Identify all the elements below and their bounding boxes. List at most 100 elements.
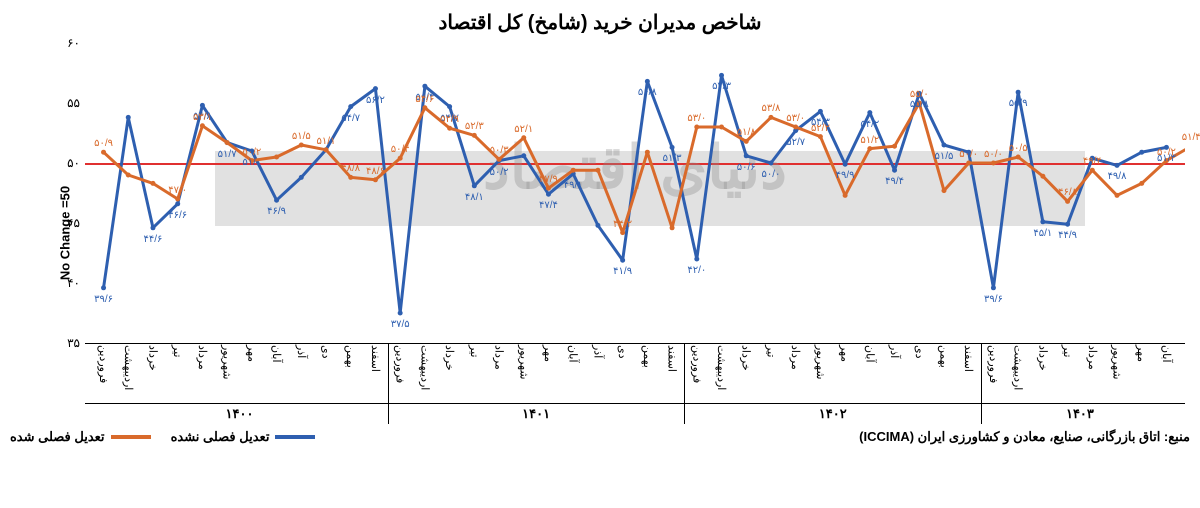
series-marker	[867, 110, 872, 115]
series-marker	[348, 175, 353, 180]
series-marker	[645, 79, 650, 84]
y-tick: ۴۵	[67, 216, 80, 230]
series-marker	[422, 105, 427, 110]
plot-region: دنیای اقتصاد ۳۹/۶۴۴/۶۴۶/۶۵۴/۸۵۱/۷۵۱/۰۴۶/…	[85, 43, 1185, 344]
series-marker	[892, 144, 897, 149]
series-marker	[991, 285, 996, 290]
month-label: فروردین	[394, 345, 407, 383]
series-marker	[447, 126, 452, 131]
series-marker	[150, 181, 155, 186]
y-tick: ۳۵	[67, 336, 80, 350]
month-label: آبان	[1160, 345, 1173, 363]
series-marker	[249, 149, 254, 154]
source-text: منبع: اتاق بازرگانی، صنایع، معادن و کشاو…	[859, 429, 1190, 445]
series-marker	[472, 133, 477, 138]
month-label: خرداد	[740, 345, 753, 371]
series-marker	[645, 150, 650, 155]
series-marker	[150, 225, 155, 230]
month-label: فروردین	[690, 345, 703, 383]
series-marker	[249, 158, 254, 163]
month-label: بهمن	[937, 345, 950, 368]
legend-item: تعدیل فصلی شده	[10, 429, 151, 445]
month-label: فروردین	[97, 345, 110, 383]
series-marker	[719, 73, 724, 78]
series-marker	[447, 104, 452, 109]
month-label: اسفند	[666, 345, 679, 372]
legend-item: تعدیل فصلی نشده	[171, 429, 316, 445]
month-label: مرداد	[196, 345, 209, 370]
series-marker	[818, 134, 823, 139]
y-tick: ۴۰	[67, 276, 80, 290]
series-marker	[101, 285, 106, 290]
series-marker	[373, 177, 378, 182]
series-marker	[1090, 156, 1095, 161]
legend-swatch	[275, 435, 315, 439]
series-marker	[175, 201, 180, 206]
series-marker	[917, 101, 922, 106]
series-marker	[1139, 150, 1144, 155]
series-marker	[571, 168, 576, 173]
month-label: مرداد	[493, 345, 506, 370]
series-marker	[768, 115, 773, 120]
month-label: اردیبهشت	[1012, 345, 1025, 390]
series-marker	[422, 84, 427, 89]
month-label: آذر	[295, 345, 308, 358]
series-marker	[546, 192, 551, 197]
series-marker	[670, 145, 675, 150]
series-svg	[85, 43, 1185, 343]
year-label: ۱۴۰۰	[226, 406, 254, 422]
series-marker	[991, 161, 996, 166]
series-marker	[744, 139, 749, 144]
series-marker	[1040, 219, 1045, 224]
month-label: اردیبهشت	[418, 345, 431, 390]
series-marker	[126, 115, 131, 120]
series-marker	[620, 230, 625, 235]
series-marker	[1115, 163, 1120, 168]
month-label: اردیبهشت	[715, 345, 728, 390]
month-label: آبان	[863, 345, 876, 363]
month-label: آذر	[888, 345, 901, 358]
series-marker	[126, 173, 131, 178]
series-marker	[521, 135, 526, 140]
year-label: ۱۴۰۳	[1066, 406, 1094, 422]
month-label: فروردین	[987, 345, 1000, 383]
month-label: دی	[320, 345, 333, 359]
month-label: اردیبهشت	[122, 345, 135, 390]
month-label: خرداد	[443, 345, 456, 371]
series-marker	[793, 125, 798, 130]
legend-label: تعدیل فصلی نشده	[171, 429, 270, 445]
month-label: خرداد	[1036, 345, 1049, 371]
series-marker	[299, 143, 304, 148]
series-marker	[373, 86, 378, 91]
year-separator	[388, 344, 389, 424]
legend: تعدیل فصلی نشده تعدیل فصلی شده	[10, 429, 315, 445]
year-separator	[981, 344, 982, 424]
month-label: مهر	[1135, 345, 1148, 362]
series-marker	[694, 257, 699, 262]
month-label: آبان	[270, 345, 283, 363]
month-label: بهمن	[344, 345, 357, 368]
month-label: بهمن	[641, 345, 654, 368]
series-marker	[324, 147, 329, 152]
footer: منبع: اتاق بازرگانی، صنایع، معادن و کشاو…	[10, 429, 1190, 445]
series-marker	[818, 109, 823, 114]
series-marker	[274, 198, 279, 203]
month-label: شهریور	[517, 345, 530, 379]
series-marker	[348, 104, 353, 109]
series-marker	[843, 193, 848, 198]
legend-swatch	[111, 435, 151, 439]
month-label: مهر	[245, 345, 258, 362]
series-marker	[472, 183, 477, 188]
month-label: مرداد	[789, 345, 802, 370]
month-label: دی	[913, 345, 926, 359]
series-marker	[719, 125, 724, 130]
series-marker	[744, 153, 749, 158]
series-marker	[274, 155, 279, 160]
month-label: مهر	[839, 345, 852, 362]
series-marker	[299, 175, 304, 180]
month-label: تیر	[468, 345, 481, 357]
series-marker	[1016, 155, 1021, 160]
y-tick: ۵۰	[67, 156, 80, 170]
month-label: مرداد	[1086, 345, 1099, 370]
series-marker	[546, 186, 551, 191]
